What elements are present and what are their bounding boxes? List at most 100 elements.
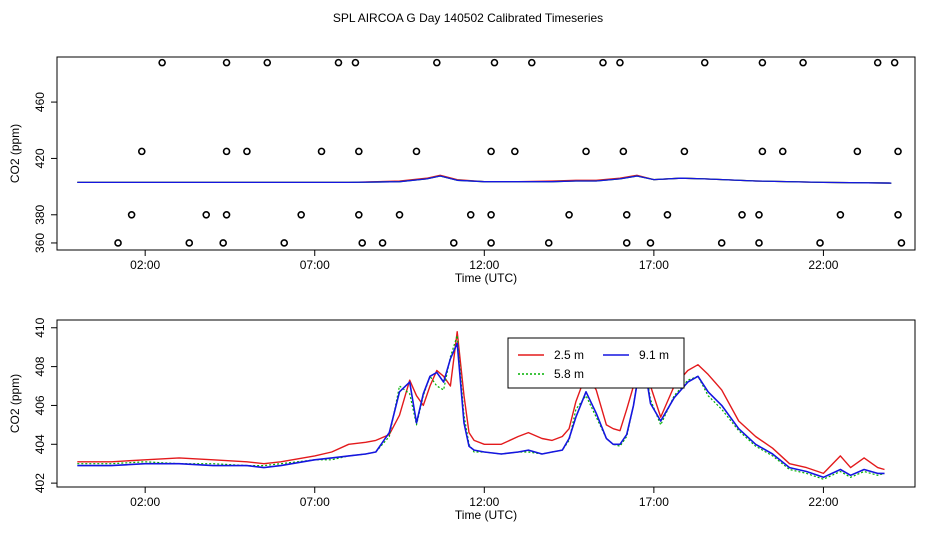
x-tick-label: 17:00 xyxy=(639,495,669,509)
data-point xyxy=(351,58,360,67)
data-point xyxy=(680,147,689,156)
x-tick-label: 02:00 xyxy=(130,258,160,272)
data-point xyxy=(622,210,631,219)
panel-bottom-y-axis: 402 404 406 408 410 xyxy=(33,317,57,493)
data-point xyxy=(853,147,862,156)
data-point xyxy=(334,58,343,67)
data-point xyxy=(487,239,495,247)
data-point xyxy=(127,210,136,219)
data-point xyxy=(582,147,590,156)
data-point xyxy=(622,239,631,247)
panel-top-ylabel: CO2 (ppm) xyxy=(8,124,22,183)
y-tick-label: 420 xyxy=(33,148,47,168)
data-point xyxy=(202,210,211,219)
y-tick-label: 402 xyxy=(33,473,47,493)
series-line-9-1-m xyxy=(77,342,885,479)
data-point xyxy=(778,147,787,156)
x-tick-label: 07:00 xyxy=(300,495,330,509)
data-point xyxy=(490,58,499,67)
y-tick-label: 406 xyxy=(33,395,47,415)
data-point xyxy=(185,239,194,247)
data-point xyxy=(355,210,363,219)
data-point xyxy=(222,58,231,67)
panel-top: 02:00 07:00 12:00 17:00 22:00 360 380 420 460 T… xyxy=(8,56,916,285)
data-point xyxy=(219,239,227,247)
y-tick-label: 410 xyxy=(33,317,47,337)
legend-label: 9.1 m xyxy=(639,348,669,362)
data-point xyxy=(433,58,441,67)
x-tick-label: 17:00 xyxy=(639,258,669,272)
data-point xyxy=(894,147,902,156)
series-line-2-5-m xyxy=(77,331,885,475)
data-point xyxy=(114,239,122,247)
panel-top-frame xyxy=(56,56,916,251)
data-point xyxy=(317,147,326,156)
panel-bottom: 02:00 07:00 12:00 17:00 22:00 402 404 406 408 41… xyxy=(8,317,916,522)
data-point xyxy=(355,147,363,156)
panel-top-y-axis: 360 380 420 460 xyxy=(33,92,57,253)
data-point xyxy=(222,147,231,156)
data-point xyxy=(816,239,824,247)
data-point xyxy=(527,58,536,67)
data-point xyxy=(873,58,882,67)
y-tick-label: 380 xyxy=(33,204,47,224)
data-point xyxy=(449,239,458,247)
x-tick-label: 12:00 xyxy=(469,258,499,272)
legend: 2.5 m 5.8 m 9.1 m xyxy=(507,337,685,389)
y-tick-label: 360 xyxy=(33,233,47,253)
data-point xyxy=(890,58,899,67)
series-line-9-1-m xyxy=(77,175,892,184)
panel-bottom-marks xyxy=(77,331,885,480)
data-point xyxy=(755,210,763,219)
panel-top-x-axis: 02:00 07:00 12:00 17:00 22:00 xyxy=(130,250,839,272)
data-point xyxy=(280,239,289,247)
data-point xyxy=(799,58,807,67)
x-tick-label: 07:00 xyxy=(300,258,330,272)
data-point xyxy=(738,210,746,219)
panel-bottom-ylabel: CO2 (ppm) xyxy=(8,374,22,433)
x-tick-label: 22:00 xyxy=(808,258,838,272)
data-point xyxy=(395,210,404,219)
data-point xyxy=(544,239,553,247)
legend-box xyxy=(507,337,685,389)
data-point xyxy=(717,239,726,247)
data-point xyxy=(758,147,767,156)
y-tick-label: 408 xyxy=(33,356,47,376)
x-tick-label: 02:00 xyxy=(130,495,160,509)
data-point xyxy=(646,239,655,247)
data-point xyxy=(565,210,573,219)
data-point xyxy=(663,210,672,219)
data-point xyxy=(243,147,251,156)
x-tick-label: 22:00 xyxy=(808,495,838,509)
figure-title: SPL AIRCOA G Day 140502 Calibrated Times… xyxy=(333,11,603,25)
panel-top-xlabel: Time (UTC) xyxy=(455,271,517,285)
data-point xyxy=(700,58,709,67)
panel-bottom-frame xyxy=(56,319,916,488)
data-point xyxy=(466,210,475,219)
data-point xyxy=(358,239,367,247)
data-point xyxy=(222,210,231,219)
panel-bottom-x-axis: 02:00 07:00 12:00 17:00 22:00 xyxy=(130,487,839,509)
data-point xyxy=(297,210,305,219)
data-point xyxy=(616,58,624,67)
x-tick-label: 12:00 xyxy=(469,495,499,509)
data-point xyxy=(263,58,272,67)
legend-label: 5.8 m xyxy=(554,367,584,381)
data-point xyxy=(487,147,495,156)
data-point xyxy=(894,210,902,219)
data-point xyxy=(599,58,607,67)
data-point xyxy=(755,239,763,247)
panel-top-marks xyxy=(77,58,906,247)
panel-bottom-xlabel: Time (UTC) xyxy=(455,508,517,522)
legend-label: 2.5 m xyxy=(554,348,584,362)
data-point xyxy=(897,239,906,247)
data-point xyxy=(137,147,146,156)
data-point xyxy=(619,147,628,156)
data-point xyxy=(412,147,421,156)
data-point xyxy=(511,147,519,156)
data-point xyxy=(487,210,495,219)
y-tick-label: 404 xyxy=(33,434,47,454)
data-point xyxy=(836,210,845,219)
data-point xyxy=(158,58,166,67)
